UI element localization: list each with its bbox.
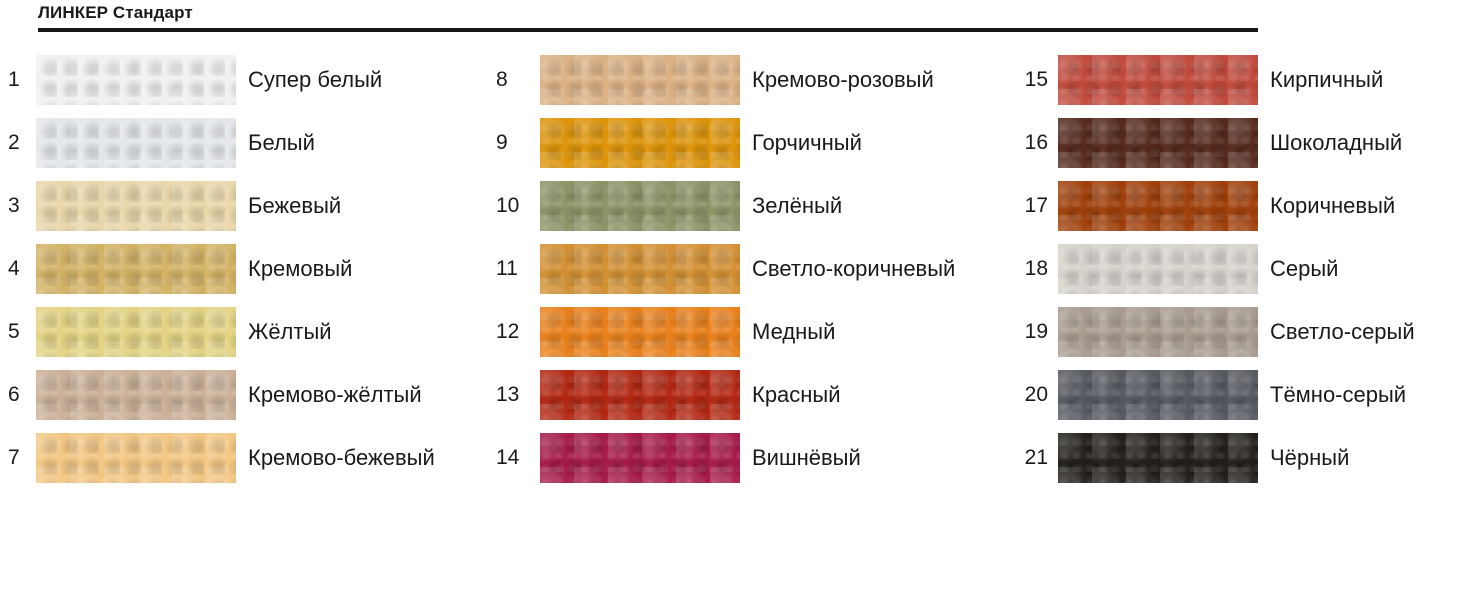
color-number: 9: [496, 131, 508, 154]
color-name: Коричневый: [1270, 193, 1396, 218]
sheet-header: ЛИНКЕР Стандарт: [38, 0, 1258, 32]
color-number: 2: [8, 131, 20, 154]
color-name: Жёлтый: [248, 319, 332, 344]
color-row[interactable]: 2 Белый: [8, 118, 488, 181]
color-name: Кремово-бежевый: [248, 445, 435, 470]
header-divider: [38, 28, 1258, 32]
color-row[interactable]: 19 Светло-серый: [1018, 307, 1448, 370]
color-name: Тёмно-серый: [1270, 382, 1407, 407]
color-number: 7: [8, 446, 20, 469]
color-name: Кремово-жёлтый: [248, 382, 422, 407]
color-swatch[interactable]: [36, 370, 236, 420]
palette-column-3: 15 Кирпичный 16 Шоколадный 17 Коричневый 18 Сер…: [1018, 55, 1448, 496]
color-name: Серый: [1270, 256, 1339, 281]
palette-column-2: 8 Кремово-розовый 9 Горчичный 10 Зелёный 11 Све…: [496, 55, 996, 496]
color-row[interactable]: 3 Бежевый: [8, 181, 488, 244]
color-name: Светло-коричневый: [752, 256, 956, 281]
color-swatch[interactable]: [1058, 433, 1258, 483]
color-row[interactable]: 17 Коричневый: [1018, 181, 1448, 244]
color-number: 3: [8, 194, 20, 217]
color-row[interactable]: 16 Шоколадный: [1018, 118, 1448, 181]
color-name: Горчичный: [752, 130, 862, 155]
color-row[interactable]: 12 Медный: [496, 307, 996, 370]
color-name: Кирпичный: [1270, 67, 1384, 92]
color-swatch[interactable]: [540, 433, 740, 483]
color-swatch[interactable]: [36, 307, 236, 357]
color-swatch[interactable]: [1058, 55, 1258, 105]
color-row[interactable]: 7 Кремово-бежевый: [8, 433, 488, 496]
color-row[interactable]: 6 Кремово-жёлтый: [8, 370, 488, 433]
color-number: 19: [1024, 320, 1048, 343]
color-number: 18: [1024, 257, 1048, 280]
color-row[interactable]: 13 Красный: [496, 370, 996, 433]
color-row[interactable]: 18 Серый: [1018, 244, 1448, 307]
color-row[interactable]: 1 Супер белый: [8, 55, 488, 118]
color-name: Шоколадный: [1270, 130, 1403, 155]
color-row[interactable]: 14 Вишнёвый: [496, 433, 996, 496]
color-number: 1: [8, 68, 20, 91]
palette-column-1: 1 Супер белый 2 Белый 3 Бежевый 4 Кремовый 5 Жёлт…: [8, 55, 488, 496]
color-number: 13: [496, 383, 520, 406]
color-number: 14: [496, 446, 520, 469]
color-number: 10: [496, 194, 520, 217]
color-number: 12: [496, 320, 520, 343]
color-swatch[interactable]: [1058, 118, 1258, 168]
color-number: 6: [8, 383, 20, 406]
page-title: ЛИНКЕР Стандарт: [38, 3, 193, 22]
color-name: Кремовый: [248, 256, 353, 281]
color-name: Зелёный: [752, 193, 843, 218]
color-name: Красный: [752, 382, 841, 407]
color-row[interactable]: 11 Светло-коричневый: [496, 244, 996, 307]
color-row[interactable]: 8 Кремово-розовый: [496, 55, 996, 118]
color-swatch[interactable]: [540, 55, 740, 105]
color-swatch[interactable]: [36, 118, 236, 168]
color-swatch[interactable]: [1058, 244, 1258, 294]
color-name: Медный: [752, 319, 836, 344]
color-swatch[interactable]: [540, 307, 740, 357]
color-number: 17: [1024, 194, 1048, 217]
color-swatch[interactable]: [36, 55, 236, 105]
color-number: 8: [496, 68, 508, 91]
color-name: Бежевый: [248, 193, 342, 218]
color-name: Чёрный: [1270, 445, 1350, 470]
color-number: 16: [1024, 131, 1048, 154]
color-number: 11: [496, 257, 518, 280]
color-swatch[interactable]: [540, 181, 740, 231]
color-swatch[interactable]: [1058, 181, 1258, 231]
color-swatch[interactable]: [36, 181, 236, 231]
color-row[interactable]: 21 Чёрный: [1018, 433, 1448, 496]
color-swatch[interactable]: [1058, 307, 1258, 357]
color-number: 4: [8, 257, 20, 280]
color-number: 5: [8, 320, 20, 343]
color-swatch[interactable]: [1058, 370, 1258, 420]
color-swatch[interactable]: [540, 118, 740, 168]
color-swatch[interactable]: [540, 370, 740, 420]
color-row[interactable]: 15 Кирпичный: [1018, 55, 1448, 118]
color-name: Супер белый: [248, 67, 383, 92]
color-number: 15: [1024, 68, 1048, 91]
color-row[interactable]: 10 Зелёный: [496, 181, 996, 244]
color-swatch[interactable]: [540, 244, 740, 294]
color-row[interactable]: 4 Кремовый: [8, 244, 488, 307]
color-swatch[interactable]: [36, 433, 236, 483]
color-number: 21: [1024, 446, 1048, 469]
color-row[interactable]: 5 Жёлтый: [8, 307, 488, 370]
color-row[interactable]: 20 Тёмно-серый: [1018, 370, 1448, 433]
color-name: Белый: [248, 130, 315, 155]
color-name: Светло-серый: [1270, 319, 1415, 344]
color-row[interactable]: 9 Горчичный: [496, 118, 996, 181]
color-swatch[interactable]: [36, 244, 236, 294]
color-name: Кремово-розовый: [752, 67, 934, 92]
color-name: Вишнёвый: [752, 445, 861, 470]
color-number: 20: [1024, 383, 1048, 406]
